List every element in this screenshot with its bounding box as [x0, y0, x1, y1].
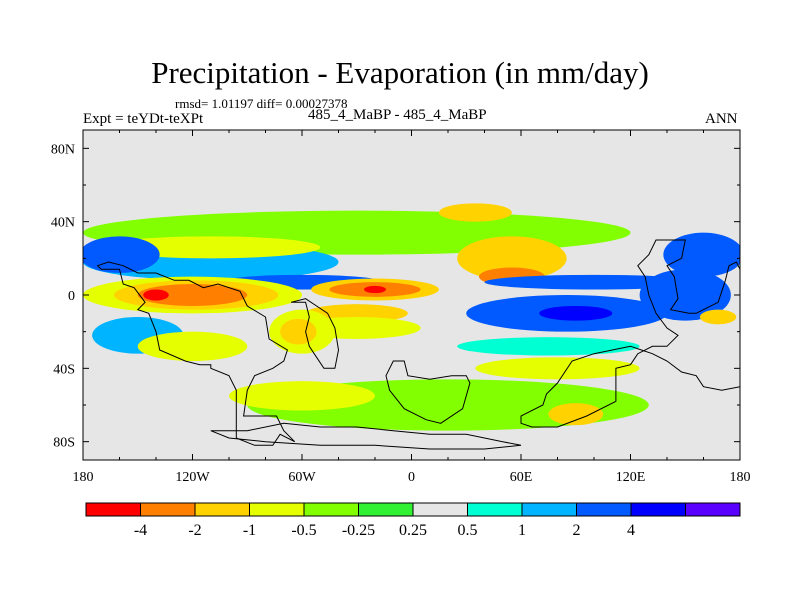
x-tick-label: 60W	[288, 470, 316, 485]
region-arctic-yellow	[438, 203, 512, 222]
plot-area	[83, 130, 740, 460]
center-subtitle: 485_4_MaBP - 485_4_MaBP	[308, 107, 487, 123]
x-tick-label: 180	[730, 470, 751, 485]
stats-line: rmsd= 1.01197 diff= 0.00027378	[175, 96, 348, 111]
colorbar-label: -4	[134, 522, 147, 539]
colorbar-swatch	[249, 502, 305, 517]
region-pacific-dry-red	[143, 289, 169, 301]
x-tick-label: 120E	[616, 470, 646, 485]
experiment-label: Expt = teYDt-teXPt	[83, 111, 204, 127]
x-tick-label: 180	[73, 470, 94, 485]
colorbar-swatch	[576, 502, 632, 517]
region-np-blue-east	[663, 232, 740, 277]
region-indian-cyan	[457, 337, 640, 356]
region-southern-ocean-yellow	[548, 403, 604, 426]
colorbar-label: 1	[518, 522, 526, 539]
colorbar-swatch	[412, 502, 468, 517]
colorbar-swatch	[685, 502, 741, 517]
continent-eastern-landmass	[520, 239, 740, 428]
colorbar-swatch	[630, 502, 686, 517]
region-np-blue-west	[83, 236, 160, 273]
x-tick-label: 120W	[175, 470, 210, 485]
y-tick-label: 80S	[53, 436, 75, 451]
colorbar-swatch	[358, 502, 414, 517]
colorbar-swatch	[194, 502, 250, 517]
colorbar-label: -2	[188, 522, 201, 539]
region-south-atlantic-yellow	[305, 304, 408, 323]
colorbar-swatch	[140, 502, 196, 517]
colorbar-swatch	[303, 502, 359, 517]
colorbar-label: -1	[243, 522, 256, 539]
colorbar-label: -0.5	[291, 522, 316, 539]
region-south-indian-green	[475, 357, 640, 380]
region-east-pacific-yellow	[699, 309, 737, 325]
contour-regions	[83, 203, 740, 431]
colorbar-label: 2	[573, 522, 581, 539]
continent-north-america	[96, 261, 296, 446]
colorbar-label: -0.25	[342, 522, 375, 539]
region-atlantic-eq-red	[364, 285, 386, 294]
continent-south-continent	[290, 298, 340, 369]
region-south-pacific-green	[137, 331, 248, 362]
colorbar-label: 4	[627, 522, 635, 539]
y-tick-label: 40S	[53, 362, 75, 377]
colorbar-swatch	[521, 502, 577, 517]
colorbar-swatch	[467, 502, 523, 517]
continent-antarctic-fragment	[385, 360, 471, 424]
colorbar: -4 -2 -1 -0.5 -0.25 0.25 0.5 1 2 4	[85, 502, 741, 539]
y-tick-label: 80N	[51, 142, 75, 157]
season-label: ANN	[705, 111, 738, 127]
colorbar-label: 0.5	[458, 522, 478, 539]
region-north-atlantic-yellow	[457, 236, 567, 281]
x-tick-label: 60E	[510, 470, 533, 485]
region-africa-yellow	[280, 318, 317, 345]
continent-outlines	[96, 239, 740, 450]
colorbar-swatch	[85, 502, 141, 517]
y-tick-label: 40N	[51, 216, 75, 231]
region-pacific-dry-orange	[137, 284, 248, 306]
y-axis: 80N 40N 0 40S 80S	[51, 142, 740, 451]
chart-title: Precipitation - Evaporation (in mm/day)	[151, 55, 649, 90]
colorbar-label: 0.25	[399, 522, 427, 539]
x-axis: 180 120W 60W 0 60E 120E 180	[73, 130, 751, 485]
region-south-mid-green	[229, 381, 375, 411]
region-indian-purple	[539, 306, 613, 321]
continent-polar-south	[210, 422, 522, 450]
x-tick-label: 0	[408, 470, 415, 485]
y-tick-label: 0	[68, 289, 75, 304]
